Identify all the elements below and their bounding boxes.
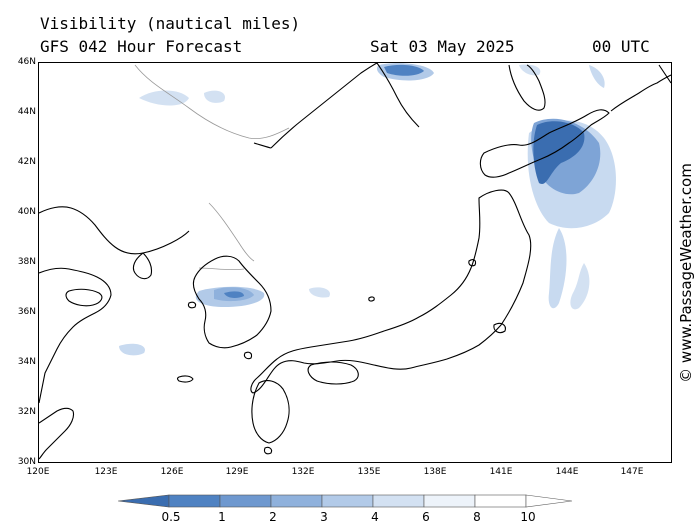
legend-label: 3 [320, 510, 328, 524]
legend-label: 6 [422, 510, 430, 524]
forecast-time: 00 UTC [592, 37, 650, 56]
fog-area-kuril [589, 65, 605, 88]
fog-area-korea-east [309, 287, 330, 298]
legend-cell [219, 494, 272, 508]
legend-arrow-low [118, 494, 170, 508]
legend-arrow-high [525, 494, 573, 508]
watermark: © www.PassageWeather.com [676, 148, 696, 398]
lat-label: 36N [17, 307, 36, 317]
coast-tatar-strait [376, 63, 420, 128]
fog-core-hokkaido [533, 121, 585, 184]
coastlines [39, 63, 671, 460]
coast-korea-islands [187, 301, 197, 309]
coast-kamchatka [658, 64, 671, 84]
lon-label: 135E [357, 467, 381, 477]
legend-label: 8 [473, 510, 481, 524]
lon-label: 126E [160, 467, 184, 477]
lon-label: 129E [225, 467, 249, 477]
coast-zhejiang [39, 407, 75, 460]
coast-liaodong [132, 252, 153, 280]
coast-honshu [250, 189, 532, 394]
coast-jeju [176, 375, 194, 383]
lon-label: 120E [26, 467, 50, 477]
legend-label: 1 [218, 510, 226, 524]
coast-sakhalin [508, 64, 546, 111]
legend-label: 2 [269, 510, 277, 524]
fog-core-korea [224, 291, 244, 298]
coast-south-islands [263, 446, 273, 455]
border-korea-dmz [198, 267, 245, 271]
fog-area-pacific-south [570, 263, 590, 310]
lon-label: 138E [423, 467, 447, 477]
legend-cell [270, 494, 323, 508]
coast-hokkaido [479, 109, 610, 178]
legend-cell [372, 494, 425, 508]
coast-bohai [39, 206, 190, 255]
forecast-subtitle: GFS 042 Hour Forecast [40, 37, 243, 56]
coast-korea [192, 255, 272, 349]
national-borders [134, 64, 290, 271]
fog-area-east-china-sea [119, 343, 145, 356]
coast-vladivostok [253, 142, 272, 149]
coast-kuril-islands [610, 74, 671, 112]
legend-label: 4 [371, 510, 379, 524]
coast-tsushima [243, 351, 253, 360]
lon-label: 123E [94, 467, 118, 477]
legend-label: 0.5 [161, 510, 181, 524]
lat-label: 44N [17, 107, 36, 117]
coast-boso [493, 322, 506, 334]
watermark-text: © www.PassageWeather.com [677, 163, 695, 383]
border-china-korea [208, 202, 255, 262]
fog-area-north-sea [519, 64, 541, 76]
coast-kyushu [251, 380, 290, 444]
lon-label: 147E [620, 467, 644, 477]
coast-china [39, 267, 112, 404]
legend-cell [321, 494, 374, 508]
coast-sado [468, 259, 477, 267]
border-china-russia [134, 64, 290, 140]
fog-core-okhotsk [384, 64, 424, 76]
coast-shandong [65, 288, 103, 307]
lon-label: 144E [555, 467, 579, 477]
forecast-date: Sat 03 May 2025 [370, 37, 515, 56]
fog-area-manchuria [204, 90, 225, 103]
lon-label: 141E [489, 467, 513, 477]
fog-area-pacific-streak [548, 228, 567, 309]
legend-label: 10 [520, 510, 536, 524]
lat-label: 32N [17, 407, 36, 417]
coast-oki [368, 296, 375, 302]
coast-shikoku [307, 361, 359, 385]
map-frame [38, 62, 672, 463]
lat-label: 40N [17, 207, 36, 217]
visibility-map [39, 63, 671, 460]
lon-label: 132E [291, 467, 315, 477]
lat-label: 34N [17, 357, 36, 367]
map-title: Visibility (nautical miles) [40, 14, 301, 33]
lat-label: 38N [17, 257, 36, 267]
lat-label: 46N [17, 57, 36, 67]
lat-label: 42N [17, 157, 36, 167]
visibility-legend-bar [118, 494, 573, 508]
coast-primorye [270, 63, 378, 149]
lat-label: 30N [17, 457, 36, 467]
legend-cell [168, 494, 221, 508]
fog-area-north-china [139, 90, 189, 106]
legend-cell [474, 494, 527, 508]
legend-cell [423, 494, 476, 508]
visibility-shading [119, 63, 616, 356]
